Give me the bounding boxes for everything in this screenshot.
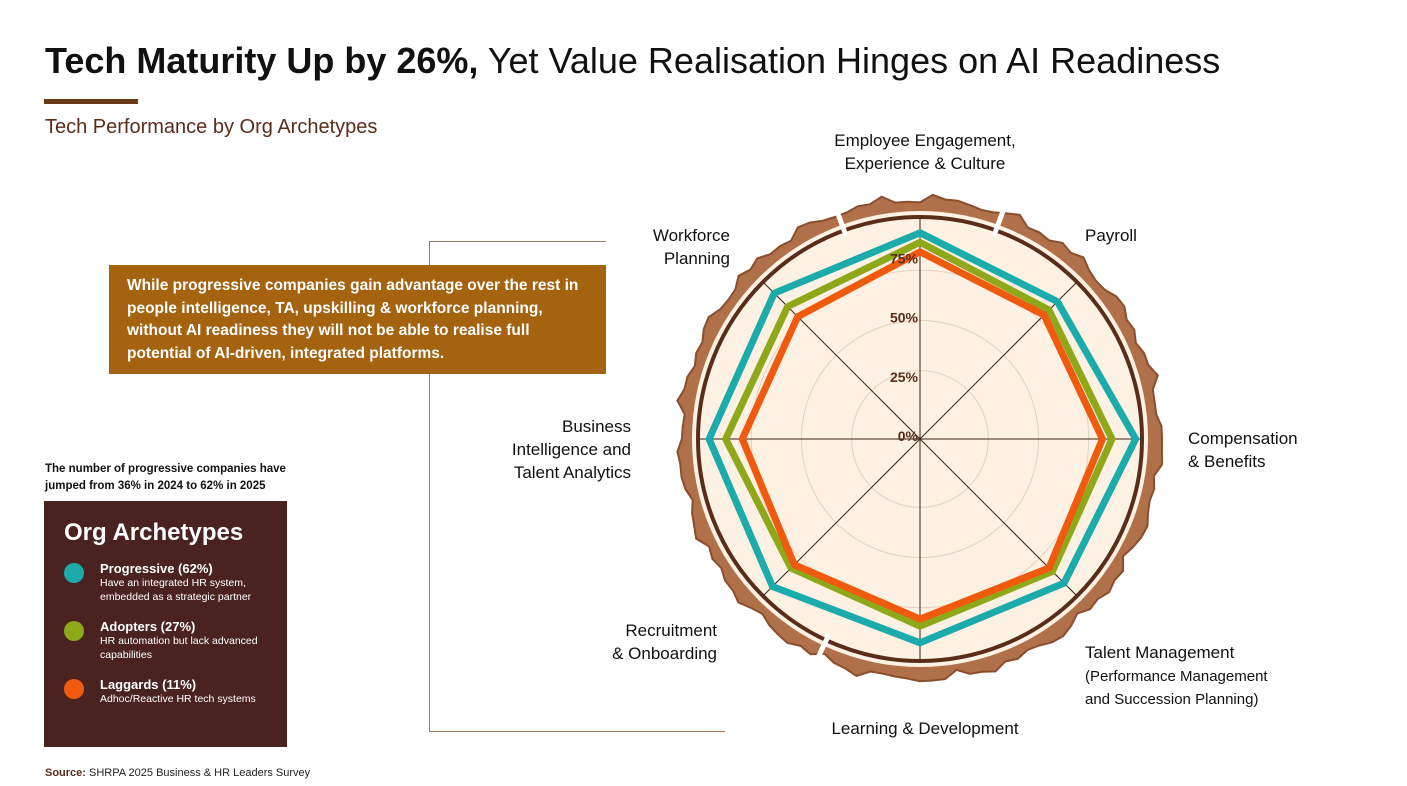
axis-label-line: Experience & Culture [845, 154, 1006, 173]
chart-subtitle: Tech Performance by Org Archetypes [45, 116, 378, 138]
axis-label: Business Intelligence and Talent Analytics [512, 417, 631, 482]
tick-label: 0% [898, 428, 919, 444]
axis-label-line: Business [562, 417, 631, 436]
legend-title: Org Archetypes [64, 519, 244, 546]
legend-panel: Org Archetypes Progressive (62%) Have an… [44, 501, 287, 747]
axis-label-line: Employee Engagement, [834, 131, 1015, 150]
legend-item-name: Adopters (27%) [100, 619, 196, 634]
legend-item-progressive: Progressive (62%) Have an integrated HR … [64, 561, 267, 604]
legend-item-laggards: Laggards (11%) Adhoc/Reactive HR tech sy… [64, 677, 267, 706]
legend-item-name: Progressive (62%) [100, 561, 213, 576]
axis-label-line: & Benefits [1188, 452, 1266, 471]
axis-label: Recruitment & Onboarding [612, 621, 717, 663]
legend-item-desc: Adhoc/Reactive HR tech systems [100, 693, 256, 705]
axis-label-line: Payroll [1085, 226, 1137, 245]
bark-crack-2 [833, 206, 849, 237]
laggards-dot-icon [64, 679, 84, 699]
axis-label: Compensation & Benefits [1188, 429, 1298, 471]
axis-label: Talent Management (Performance Management… [1085, 643, 1268, 708]
source-text: SHRPA 2025 Business & HR Leaders Survey [85, 767, 311, 779]
title-rest: Yet Value Realisation Hinges on AI Readi… [478, 40, 1221, 81]
bark-crack-1 [813, 633, 831, 664]
title-bold: Tech Maturity Up by 26%, [45, 40, 479, 81]
callout-bracket-bottom-line [429, 731, 725, 732]
progressive-dot-icon [64, 563, 84, 583]
tick-label: 50% [890, 310, 919, 326]
bark-crack-0 [991, 206, 1007, 237]
axis-label: Learning & Development [831, 719, 1018, 738]
axis-label-line: Talent Management [1085, 643, 1235, 662]
callout-bracket-bottom [429, 374, 430, 731]
growth-note: The number of progressive companies have… [45, 463, 286, 492]
inner-ring [696, 215, 1144, 663]
axis-label-line: Compensation [1188, 429, 1298, 448]
callout-bracket-top-line [429, 241, 606, 242]
axis-label: Payroll [1085, 226, 1137, 245]
axis-label: Employee Engagement, Experience & Culture [834, 131, 1015, 173]
axis-label: Workforce Planning [653, 226, 730, 268]
axis-label-line: Workforce [653, 226, 730, 245]
page-title: Tech Maturity Up by 26%, Yet Value Reali… [45, 40, 1220, 82]
axis-label-line: and Succession Planning) [1085, 691, 1258, 708]
axis-label-line: Talent Analytics [514, 463, 631, 482]
axis-label-line: Intelligence and [512, 440, 631, 459]
series-progressive-line [705, 229, 1140, 647]
legend-item-adopters: Adopters (27%) HR automation but lack ad… [64, 619, 267, 662]
title-underline [44, 99, 138, 104]
adopters-dot-icon [64, 621, 84, 641]
axis-label-line: Planning [664, 249, 730, 268]
series-laggards-line [738, 248, 1106, 623]
axis-label-line: & Onboarding [612, 644, 717, 663]
axis-label-line: Recruitment [625, 621, 717, 640]
insight-callout: While progressive companies gain advanta… [109, 265, 606, 374]
series-adopters-line [722, 238, 1116, 630]
legend-item-desc: HR automation but lack advanced capabili… [100, 635, 258, 661]
axis-label-line: (Performance Management [1085, 668, 1268, 685]
legend-item-desc: Have an integrated HR system, embedded a… [100, 577, 252, 603]
source-label: Source: [45, 767, 86, 779]
tick-label: 25% [890, 369, 919, 385]
tick-label: 75% [890, 250, 919, 266]
axis-label-line: Learning & Development [831, 719, 1018, 738]
callout-bracket-top [429, 241, 430, 265]
legend-item-name: Laggards (11%) [100, 677, 197, 692]
source-note: Source: SHRPA 2025 Business & HR Leaders… [45, 767, 310, 779]
